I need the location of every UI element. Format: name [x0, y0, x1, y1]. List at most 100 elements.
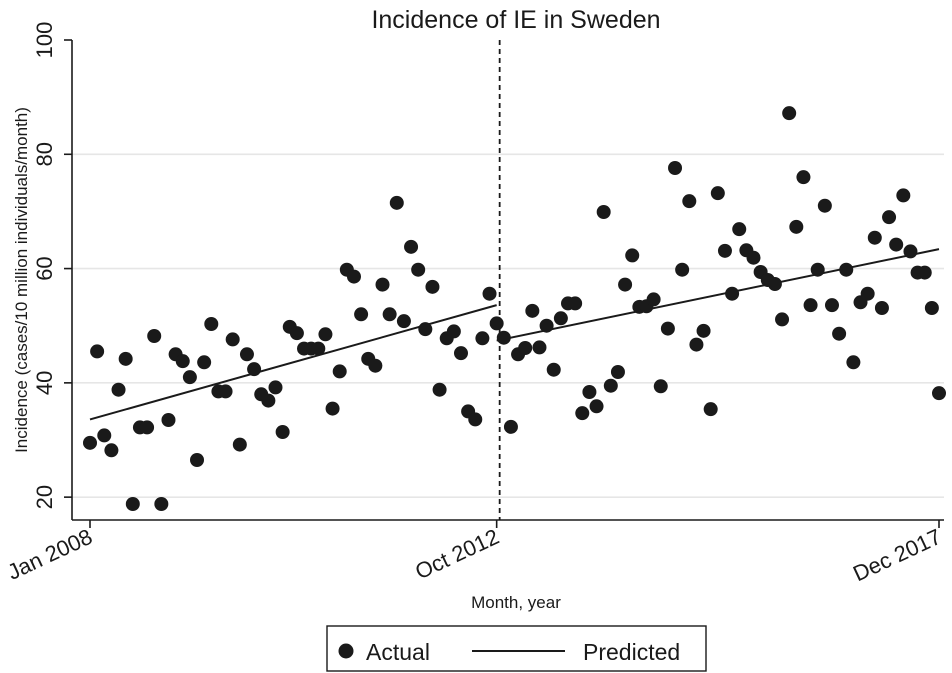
data-point — [675, 262, 690, 277]
data-point — [268, 380, 283, 395]
y-tick-label: 80 — [32, 142, 57, 166]
data-point — [846, 355, 861, 370]
data-point — [703, 402, 718, 417]
data-point — [903, 244, 918, 259]
data-point — [896, 188, 911, 203]
data-point — [618, 277, 633, 292]
data-point — [275, 425, 290, 439]
data-point — [867, 230, 882, 245]
data-point — [603, 378, 618, 393]
data-point — [83, 435, 97, 450]
data-point — [225, 332, 240, 347]
data-point — [475, 331, 490, 346]
predicted-line-segment — [496, 248, 940, 342]
data-point — [404, 239, 419, 254]
data-point — [104, 443, 119, 458]
data-point — [468, 412, 483, 427]
data-point — [325, 401, 340, 416]
data-point — [332, 364, 347, 379]
data-point — [496, 330, 511, 345]
data-point — [354, 307, 369, 322]
x-axis-ticks: Jan 2008 Oct 2012 Dec 2017 — [3, 520, 945, 586]
data-point — [175, 354, 190, 369]
data-point — [247, 362, 262, 377]
data-point — [653, 379, 668, 394]
data-point — [689, 337, 704, 352]
y-tick-label: 100 — [32, 22, 57, 59]
data-point — [775, 312, 790, 327]
data-point — [518, 341, 533, 355]
data-point — [589, 399, 604, 414]
data-point — [582, 385, 597, 399]
data-point — [204, 317, 219, 331]
x-tick-label: Jan 2008 — [3, 524, 96, 585]
data-point — [817, 198, 832, 213]
data-point — [346, 269, 361, 284]
legend-predicted-label: Predicted — [583, 639, 680, 665]
data-point — [118, 351, 133, 366]
data-point — [382, 307, 397, 322]
y-tick-label: 60 — [32, 256, 57, 280]
gridlines — [72, 153, 944, 498]
data-point — [140, 420, 155, 435]
data-point — [489, 316, 504, 331]
data-point — [824, 298, 839, 313]
data-point — [418, 322, 433, 337]
data-point — [660, 321, 675, 336]
data-point — [425, 279, 440, 294]
y-axis-title: Incidence (cases/10 million individuals/… — [12, 107, 31, 453]
data-point — [125, 497, 140, 511]
data-point — [832, 326, 847, 341]
data-point — [432, 382, 447, 397]
data-point — [568, 296, 583, 311]
data-point — [732, 222, 747, 237]
data-point — [375, 277, 390, 292]
data-point — [368, 358, 383, 373]
x-axis-title: Month, year — [471, 593, 561, 612]
data-point — [789, 219, 804, 234]
data-point — [874, 301, 889, 315]
data-point — [90, 344, 105, 359]
data-point — [411, 262, 426, 277]
data-point — [147, 329, 162, 343]
data-point — [232, 437, 247, 452]
x-tick-label: Oct 2012 — [411, 524, 502, 584]
data-point — [396, 314, 411, 329]
data-point — [239, 347, 254, 362]
data-point — [503, 419, 518, 434]
data-point — [289, 326, 304, 341]
data-point — [803, 298, 818, 313]
data-point — [190, 453, 205, 467]
data-point — [839, 262, 854, 277]
data-point — [197, 355, 212, 370]
data-point — [725, 286, 740, 301]
data-point — [860, 286, 875, 301]
y-axis-ticks: 20 40 60 80 100 — [32, 22, 72, 509]
data-point — [311, 341, 326, 356]
data-point — [796, 170, 811, 185]
data-point — [453, 346, 468, 361]
data-point — [97, 428, 112, 443]
data-point — [889, 237, 904, 252]
data-point — [261, 393, 276, 408]
data-point — [596, 205, 611, 219]
data-point — [610, 365, 625, 379]
data-point — [154, 497, 169, 511]
data-point — [710, 186, 725, 201]
data-point — [575, 406, 590, 421]
data-point — [218, 384, 233, 399]
actual-series — [83, 106, 946, 511]
legend: Actual Predicted — [326, 625, 707, 672]
data-point — [767, 277, 782, 291]
legend-actual-marker — [338, 643, 354, 659]
data-point — [161, 413, 176, 427]
data-point — [932, 386, 946, 401]
data-point — [924, 301, 939, 315]
data-point — [882, 210, 897, 225]
x-tick-label: Dec 2017 — [849, 524, 945, 586]
data-point — [782, 106, 797, 121]
data-point — [810, 262, 825, 277]
data-point — [717, 243, 732, 258]
data-point — [446, 324, 461, 339]
